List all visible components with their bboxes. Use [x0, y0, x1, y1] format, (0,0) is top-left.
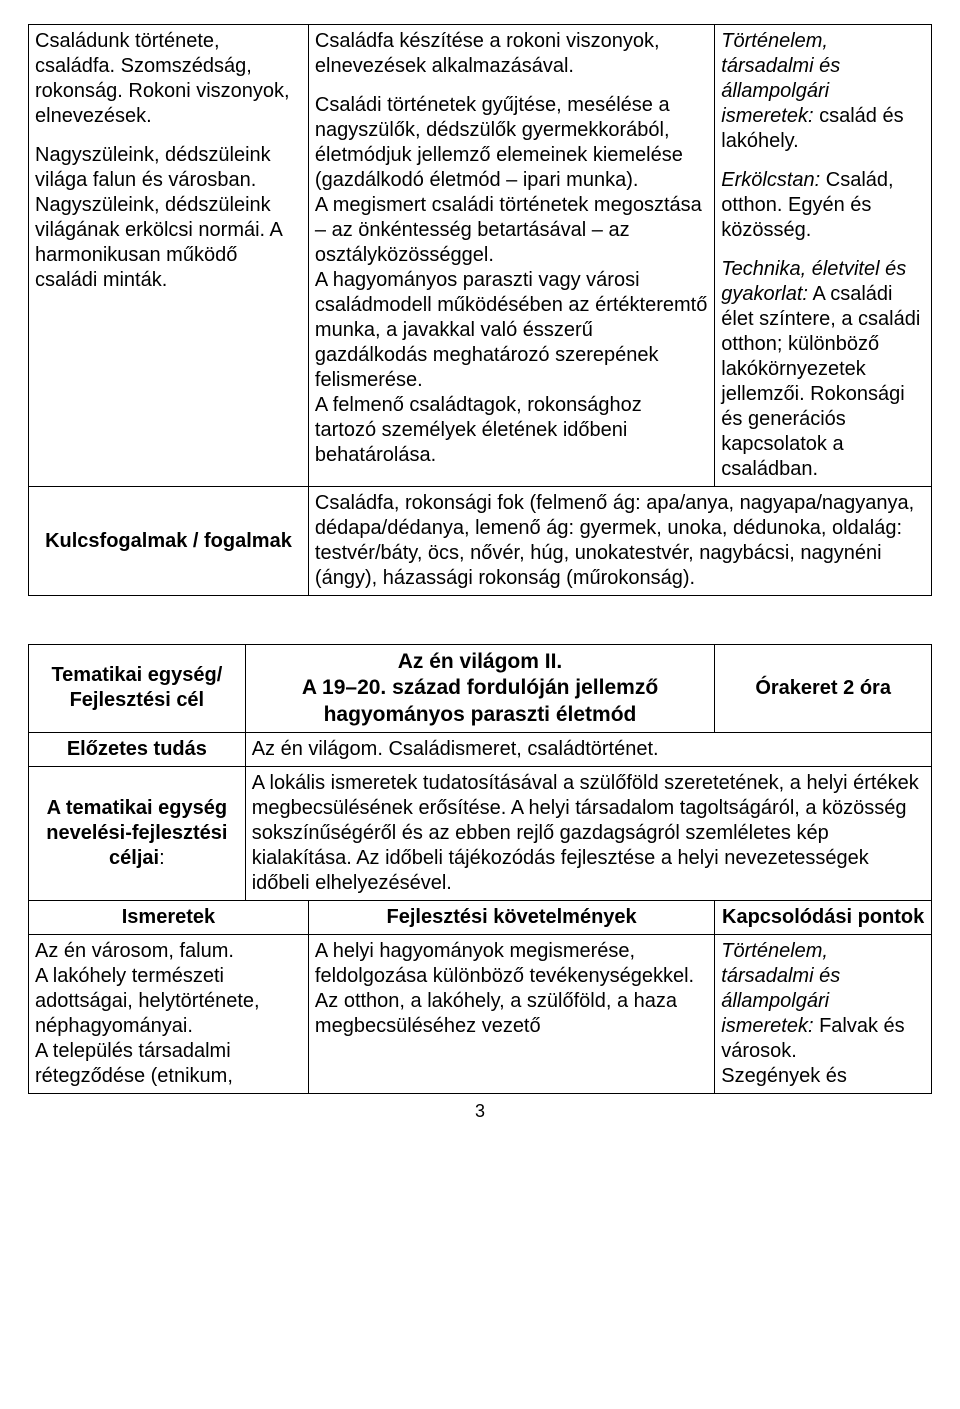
prior-knowledge-text: Az én világom. Családismeret, családtört… — [245, 732, 931, 766]
text: Családi történetek gyűjtése, mesélése a … — [315, 93, 708, 193]
text: Családfa készítése a rokoni viszonyok, e… — [315, 29, 708, 79]
prior-knowledge-label: Előzetes tudás — [29, 732, 246, 766]
unit-title: Az én világom II. A 19–20. század fordul… — [245, 645, 715, 733]
text: A családi élet színtere, a családi ottho… — [721, 283, 920, 480]
t1-r1-c3: Történelem, társadalmi és állampolgári i… — [715, 25, 932, 487]
table-row: Kulcsfogalmak / fogalmak Családfa, rokon… — [29, 487, 932, 596]
column-header: Ismeretek — [29, 901, 309, 935]
table-2: Tematikai egység/ Fejlesztési cél Az én … — [28, 644, 932, 901]
table-row: Családunk története, családfa. Szomszéds… — [29, 25, 932, 487]
text: Nagyszüleink, dédszüleink világa falun é… — [35, 143, 302, 293]
table-2b: Ismeretek Fejlesztési követelmények Kapc… — [28, 901, 932, 1094]
table-row: Előzetes tudás Az én világom. Családisme… — [29, 732, 932, 766]
table-row: Az én városom, falum. A lakóhely termész… — [29, 934, 932, 1093]
column-header: Kapcsolódási pontok — [715, 901, 932, 935]
text: A megismert családi történetek megosztás… — [315, 193, 708, 268]
knowledge-cell: Az én városom, falum. A lakóhely termész… — [29, 934, 309, 1093]
page-number: 3 — [28, 1100, 932, 1123]
goals-text: A lokális ismeretek tudatosításával a sz… — [245, 766, 931, 900]
link-block: Erkölcstan: Család, otthon. Egyén és köz… — [721, 168, 925, 243]
column-header: Fejlesztési követelmények — [308, 901, 714, 935]
text: Családunk története, családfa. Szomszéds… — [35, 29, 302, 129]
t1-r1-c1: Családunk története, családfa. Szomszéds… — [29, 25, 309, 487]
text: A hagyományos paraszti vagy városi csalá… — [315, 268, 708, 393]
goals-label: A tematikai egység nevelési-fejlesztési … — [29, 766, 246, 900]
links-cell: Történelem, társadalmi és állampolgári i… — [715, 934, 932, 1093]
title-line-1: Az én világom II. — [252, 649, 709, 675]
text: A felmenő családtagok, rokonsághoz tarto… — [315, 393, 708, 468]
requirements-cell: A helyi hagyományok megismerése, feldolg… — [308, 934, 714, 1093]
text: Szegények és — [721, 1065, 847, 1087]
text: A tematikai egység nevelési-fejlesztési … — [46, 797, 227, 869]
key-concepts-label: Kulcsfogalmak / fogalmak — [29, 487, 309, 596]
key-concepts-text: Családfa, rokonsági fok (felmenő ág: apa… — [308, 487, 931, 596]
unit-label: Tematikai egység/ Fejlesztési cél — [29, 645, 246, 733]
link-block: Történelem, társadalmi és állampolgári i… — [721, 29, 925, 154]
link-block: Technika, életvitel és gyakorlat: A csal… — [721, 257, 925, 482]
subject-label: Erkölcstan: — [721, 169, 820, 191]
table-row: A tematikai egység nevelési-fejlesztési … — [29, 766, 932, 900]
hours: Órakeret 2 óra — [715, 645, 932, 733]
table-row: Tematikai egység/ Fejlesztési cél Az én … — [29, 645, 932, 733]
t1-r1-c2: Családfa készítése a rokoni viszonyok, e… — [308, 25, 714, 487]
colon: : — [159, 847, 165, 869]
title-line-2: A 19–20. század fordulóján jellemző hagy… — [252, 675, 709, 728]
table-1: Családunk története, családfa. Szomszéds… — [28, 24, 932, 596]
table-row: Ismeretek Fejlesztési követelmények Kapc… — [29, 901, 932, 935]
spacer — [28, 596, 932, 644]
